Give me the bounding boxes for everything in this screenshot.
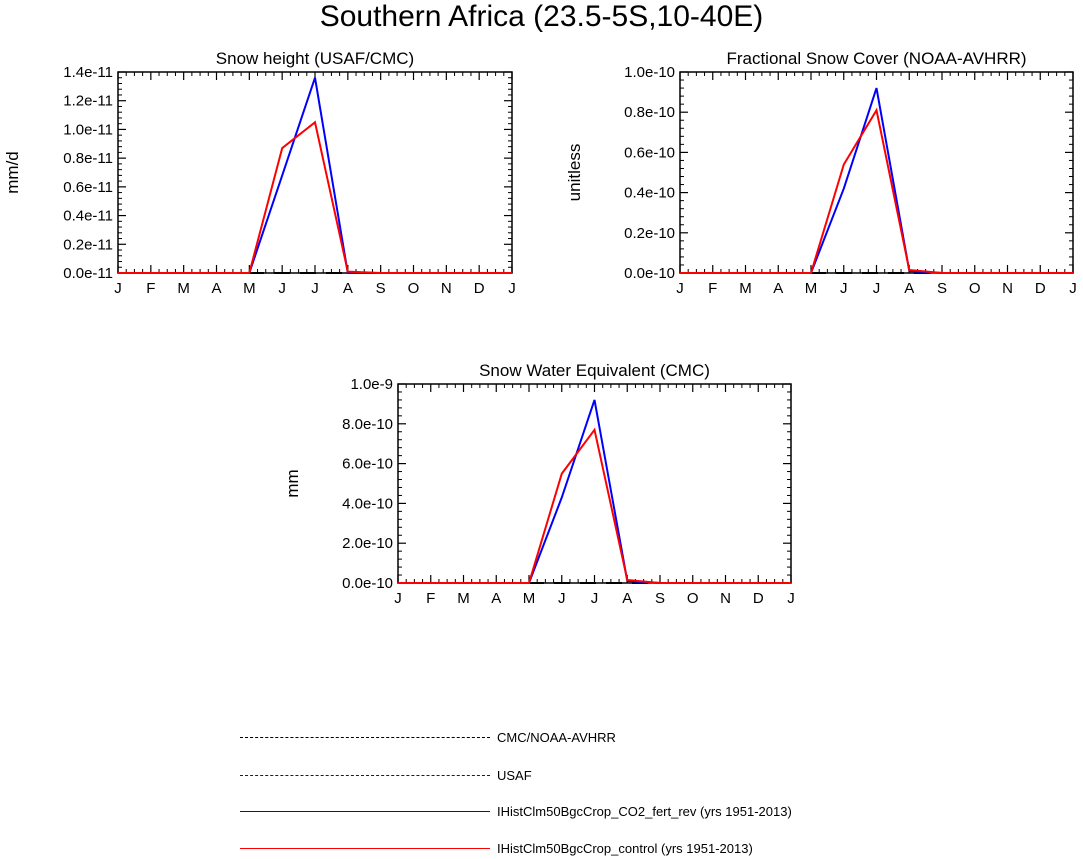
legend-label: IHistClm50BgcCrop_CO2_fert_rev (yrs 1951… (497, 804, 792, 819)
x-tick-label: F (426, 590, 435, 607)
x-tick-label: J (1069, 280, 1077, 297)
legend-item-control: IHistClm50BgcCrop_control (yrs 1951-2013… (240, 839, 940, 859)
legend-item-usaf: USAF (240, 766, 940, 786)
x-tick-label: N (720, 590, 731, 607)
x-tick-label: O (408, 280, 420, 297)
legend-swatch (240, 848, 490, 849)
series-line-2 (680, 87, 1073, 274)
x-tick-label: A (211, 280, 221, 297)
x-tick-label: D (474, 280, 485, 297)
legend-item-co2-fert-rev: IHistClm50BgcCrop_CO2_fert_rev (yrs 1951… (240, 802, 940, 822)
x-tick-label: J (676, 280, 684, 297)
y-tick-label: 0.2e-10 (624, 225, 675, 242)
legend-item-cmc-noaa-avhrr: CMC/NOAA-AVHRR (240, 728, 940, 748)
x-tick-label: M (177, 280, 190, 297)
series-line-3 (398, 427, 791, 584)
y-tick-label: 1.0e-9 (350, 376, 393, 393)
x-tick-label: A (491, 590, 501, 607)
x-tick-label: J (278, 280, 286, 297)
x-tick-label: F (708, 280, 717, 297)
series-line-3 (118, 120, 512, 274)
x-tick-label: O (969, 280, 981, 297)
x-tick-label: J (558, 590, 566, 607)
y-tick-label: 0.4e-11 (63, 208, 113, 225)
x-tick-label: J (508, 280, 516, 297)
series-line-2 (118, 77, 512, 274)
x-tick-label: J (787, 590, 795, 607)
x-tick-label: M (457, 590, 470, 607)
x-tick-label: M (805, 280, 818, 297)
y-tick-label: 0.8e-10 (624, 104, 675, 121)
y-tick-label: 0.0e-10 (624, 265, 675, 282)
chart-panel-2: Fractional Snow Cover (NOAA-AVHRR) J F M A M J… (565, 49, 1077, 297)
x-tick-label: A (773, 280, 783, 297)
x-tick-label: O (687, 590, 699, 607)
plot-frame (117, 71, 513, 274)
y-tick-label: 4.0e-10 (342, 495, 393, 512)
x-tick-label: M (523, 590, 536, 607)
y-tick-label: 1.0e-11 (63, 121, 113, 138)
legend-swatch (240, 775, 490, 776)
x-tick-label: N (1002, 280, 1013, 297)
y-tick-label: 0.0e-11 (63, 265, 113, 282)
x-tick-label: J (840, 280, 848, 297)
x-tick-label: M (739, 280, 752, 297)
legend-label: USAF (497, 768, 532, 783)
x-tick-label: J (394, 590, 402, 607)
x-tick-label: M (243, 280, 256, 297)
x-tick-label: J (114, 280, 122, 297)
y-tick-label: 2.0e-10 (342, 535, 393, 552)
chart-panel-1: Snow height (USAF/CMC)J F M A M J J A S O N D J0.0e-… (3, 49, 516, 297)
y-tick-label: 1.2e-11 (63, 93, 113, 110)
x-tick-label: S (376, 280, 386, 297)
y-tick-label: 0.8e-11 (63, 150, 113, 167)
y-axis-label: mm (283, 469, 302, 497)
plot-frame (679, 71, 1074, 274)
x-tick-label: J (873, 280, 881, 297)
y-axis-label: mm/d (3, 151, 22, 194)
x-tick-label: D (753, 590, 764, 607)
panel-title: Snow Water Equivalent (CMC) (479, 361, 710, 380)
x-tick-label: J (311, 280, 319, 297)
legend: CMC/NOAA-AVHRR USAF IHistClm50BgcCrop_CO… (240, 710, 940, 856)
x-tick-label: S (655, 590, 665, 607)
series-line-3 (680, 107, 1073, 274)
y-axis-label: unitless (565, 144, 584, 202)
y-tick-label: 8.0e-10 (342, 416, 393, 433)
series-line-2 (398, 399, 791, 584)
legend-swatch (240, 737, 490, 738)
panel-title: Fractional Snow Cover (NOAA-AVHRR) (726, 49, 1026, 68)
y-tick-label: 1.0e-10 (624, 64, 675, 81)
x-tick-label: A (343, 280, 353, 297)
legend-label: IHistClm50BgcCrop_control (yrs 1951-2013… (497, 841, 753, 856)
y-tick-label: 0.6e-10 (624, 144, 675, 161)
x-tick-label: D (1035, 280, 1046, 297)
y-tick-label: 1.4e-11 (63, 64, 113, 81)
y-tick-label: 6.0e-10 (342, 456, 393, 473)
y-tick-label: 0.4e-10 (624, 185, 675, 202)
legend-label: CMC/NOAA-AVHRR (497, 730, 616, 745)
x-tick-label: S (937, 280, 947, 297)
y-tick-label: 0.6e-11 (63, 179, 113, 196)
figure-title: Southern Africa (23.5-5S,10-40E) (319, 0, 764, 33)
x-tick-label: N (441, 280, 452, 297)
x-tick-label: A (622, 590, 632, 607)
x-tick-label: A (904, 280, 914, 297)
panel-title: Snow height (USAF/CMC) (216, 49, 414, 68)
legend-swatch (240, 811, 490, 812)
y-tick-label: 0.0e-10 (342, 575, 393, 592)
x-tick-label: J (591, 590, 599, 607)
chart-panel-3: Snow Water Equivalent (CMC) J F M A M J J A S O N D J… (283, 361, 795, 607)
plot-frame (397, 383, 792, 584)
x-tick-label: F (146, 280, 155, 297)
y-tick-label: 0.2e-11 (63, 236, 113, 253)
